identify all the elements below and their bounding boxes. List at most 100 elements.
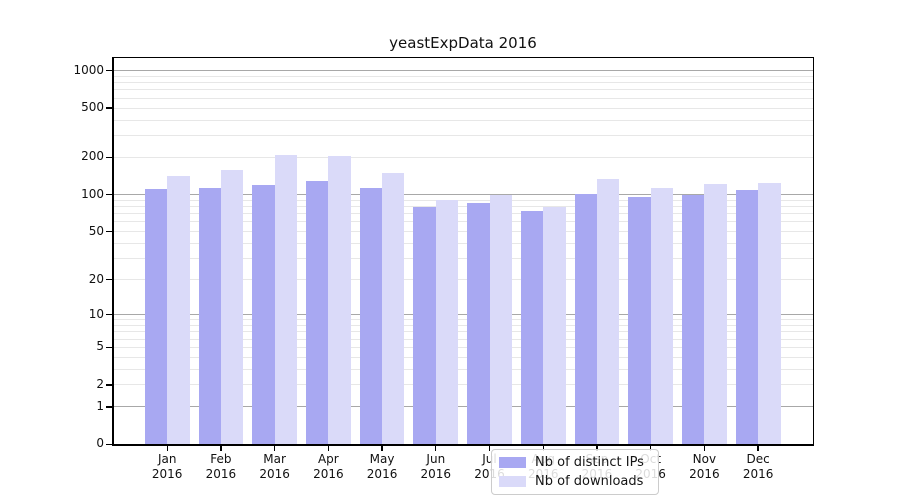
minor-gridline	[113, 242, 813, 244]
y-tick	[106, 156, 112, 159]
y-tick-label: 100	[81, 186, 104, 201]
x-tick	[166, 446, 168, 451]
x-tick	[220, 446, 222, 451]
bar-downloads-aug	[543, 206, 566, 445]
y-tick-label: 10	[88, 306, 104, 321]
bar-downloads-nov	[704, 183, 727, 445]
minor-gridline	[113, 119, 813, 121]
y-tick	[106, 278, 112, 281]
minor-gridline	[113, 107, 813, 109]
y-tick	[106, 193, 112, 196]
x-tick	[596, 446, 598, 451]
bar-distinct-ips-oct	[628, 196, 651, 445]
axis-spine-top	[112, 56, 814, 59]
minor-gridline	[113, 356, 813, 358]
x-tick-label: Apr 2016	[313, 452, 344, 481]
x-tick	[327, 446, 330, 451]
x-tick-label: Dec 2016	[742, 452, 774, 481]
bar-downloads-apr	[328, 155, 351, 445]
y-tick-label: 0	[96, 436, 104, 451]
y-tick-label: 1000	[73, 62, 104, 77]
minor-gridline	[113, 331, 813, 333]
bar-downloads-mar	[274, 155, 298, 445]
axis-spine-bottom	[112, 444, 814, 446]
bar-distinct-ips-dec	[735, 189, 759, 445]
bar-downloads-feb	[220, 170, 244, 445]
bar-distinct-ips-apr	[305, 181, 329, 445]
x-tick-label: Mar 2016	[259, 452, 290, 481]
bar-distinct-ips-nov	[682, 194, 705, 445]
x-tick	[542, 446, 544, 451]
minor-gridline	[113, 75, 813, 77]
y-tick	[106, 384, 112, 386]
minor-gridline	[113, 325, 813, 327]
y-tick	[106, 443, 112, 446]
major-gridline	[113, 314, 813, 316]
bar-downloads-jun	[435, 200, 459, 445]
y-tick-label: 50	[88, 223, 104, 238]
x-tick-label: Jan 2016	[151, 452, 183, 481]
minor-gridline	[113, 384, 813, 386]
bar-downloads-may	[382, 172, 405, 445]
legend-label-downloads: Nb of downloads	[535, 474, 644, 489]
minor-gridline	[113, 319, 813, 321]
minor-gridline	[113, 206, 813, 208]
bar-distinct-ips-jul	[467, 203, 490, 445]
x-tick-label: May 2016	[366, 452, 398, 481]
minor-gridline	[113, 221, 813, 223]
x-tick	[757, 446, 759, 451]
bar-downloads-jul	[489, 194, 512, 445]
minor-gridline	[113, 338, 813, 340]
bar-distinct-ips-may	[359, 188, 383, 445]
plot-area: Nb of distinct IPs Nb of downloads	[113, 58, 813, 495]
minor-gridline	[113, 97, 813, 99]
major-gridline	[113, 406, 813, 408]
bar-downloads-sep	[596, 178, 620, 445]
y-tick	[106, 69, 112, 72]
y-tick	[106, 406, 112, 408]
y-tick-label: 500	[81, 100, 104, 115]
minor-gridline	[113, 346, 813, 348]
x-tick	[703, 446, 706, 451]
y-tick	[106, 346, 112, 349]
y-tick-label: 5	[96, 339, 104, 354]
major-gridline	[113, 70, 813, 72]
x-tick	[649, 446, 652, 451]
legend: Nb of distinct IPs Nb of downloads	[491, 449, 659, 495]
minor-gridline	[113, 279, 813, 281]
legend-swatch-downloads	[499, 476, 526, 487]
legend-label-distinct-ips: Nb of distinct IPs	[535, 455, 644, 470]
x-tick	[273, 446, 276, 451]
y-tick-label: 200	[81, 149, 104, 164]
axis-spine-left	[112, 57, 114, 446]
axis-spine-right	[812, 57, 815, 446]
x-tick-label: Jun 2016	[420, 452, 452, 481]
minor-gridline	[113, 368, 813, 370]
bar-downloads-dec	[758, 183, 781, 445]
x-tick-label: Feb 2016	[205, 452, 237, 481]
y-tick-label: 20	[88, 271, 104, 286]
bar-distinct-ips-jun	[413, 206, 436, 445]
minor-gridline	[113, 135, 813, 137]
minor-gridline	[113, 89, 813, 91]
bar-downloads-jan	[167, 175, 190, 445]
minor-gridline	[113, 258, 813, 260]
minor-gridline	[113, 231, 813, 233]
y-tick	[106, 313, 112, 316]
y-tick-label: 2	[96, 376, 104, 391]
legend-swatch-distinct-ips	[499, 457, 526, 468]
bar-distinct-ips-sep	[574, 194, 597, 445]
x-tick-label: Nov 2016	[689, 452, 720, 481]
minor-gridline	[113, 199, 813, 201]
bar-distinct-ips-aug	[520, 210, 544, 445]
minor-gridline	[113, 213, 813, 215]
y-tick	[106, 107, 112, 109]
chart-title: yeastExpData 2016	[389, 34, 537, 52]
bar-distinct-ips-feb	[198, 188, 221, 445]
minor-gridline	[113, 156, 813, 158]
bar-distinct-ips-mar	[252, 185, 275, 445]
bar-downloads-oct	[650, 188, 674, 445]
legend-item-downloads: Nb of downloads	[499, 474, 650, 489]
x-tick	[488, 446, 491, 451]
x-tick	[435, 446, 437, 451]
